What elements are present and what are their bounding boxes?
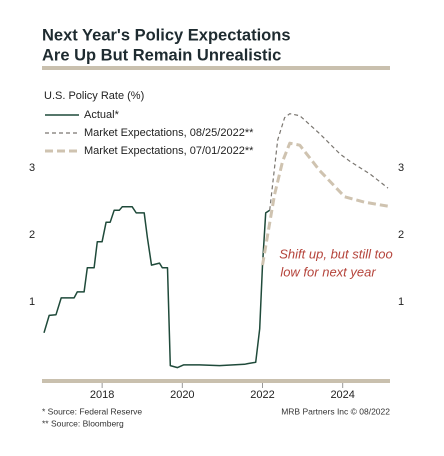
y-axis-label: U.S. Policy Rate (%) bbox=[44, 90, 144, 102]
legend-label: Market Expectations, 07/01/2022** bbox=[84, 145, 254, 157]
y-tick-label: 1 bbox=[29, 296, 35, 308]
chart-title: Are Up But Remain Unrealistic bbox=[42, 46, 281, 64]
legend-label: Actual* bbox=[84, 109, 120, 121]
series-line bbox=[261, 141, 389, 266]
chart-title: Next Year's Policy Expectations bbox=[42, 26, 291, 44]
x-tick-label: 2022 bbox=[250, 389, 274, 401]
credit: MRB Partners Inc © 08/2022 bbox=[281, 406, 390, 416]
y-tick-label: 3 bbox=[29, 162, 35, 174]
y2-tick-label: 1 bbox=[398, 296, 404, 308]
x-tick-label: 2020 bbox=[170, 389, 194, 401]
annotation: Shift up, but still too bbox=[279, 246, 392, 261]
x-tick-label: 2024 bbox=[330, 389, 354, 401]
y-tick-label: 2 bbox=[29, 229, 35, 241]
series-line bbox=[43, 206, 271, 369]
annotation: low for next year bbox=[280, 264, 376, 279]
y2-tick-label: 3 bbox=[398, 162, 404, 174]
x-tick-label: 2018 bbox=[90, 389, 114, 401]
footnote: * Source: Federal Reserve bbox=[42, 406, 142, 416]
footnote: ** Source: Bloomberg bbox=[42, 418, 124, 428]
y2-tick-label: 2 bbox=[398, 229, 404, 241]
title-rule bbox=[42, 66, 390, 70]
x-axis-bar bbox=[42, 379, 390, 383]
series-line bbox=[269, 113, 389, 211]
legend-label: Market Expectations, 08/25/2022** bbox=[84, 127, 254, 139]
